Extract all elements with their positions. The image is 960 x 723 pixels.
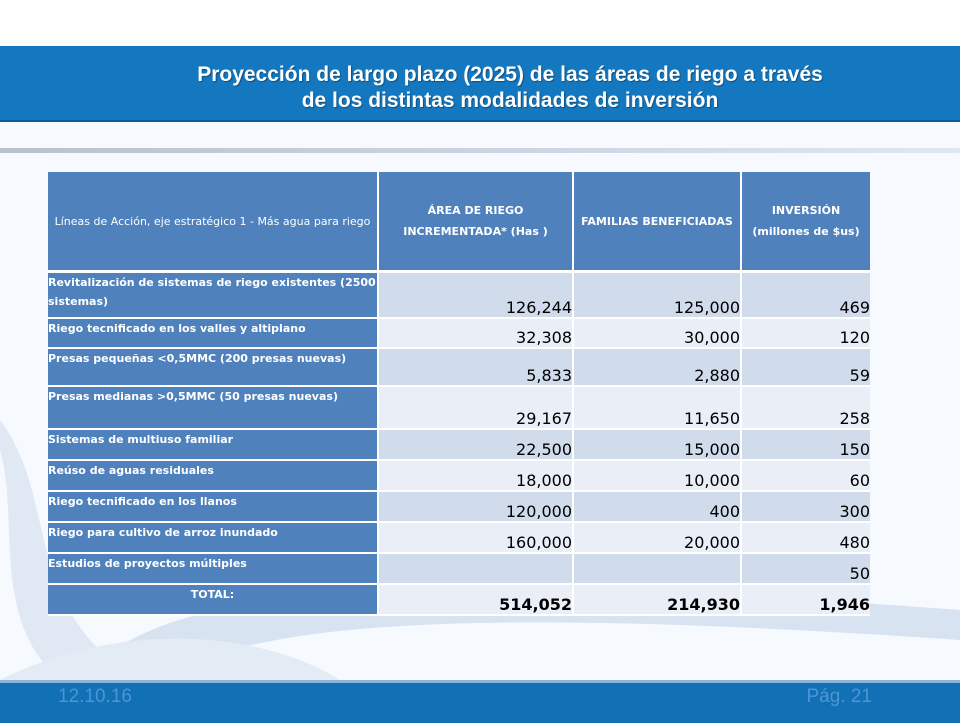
row-label: Sistemas de multiuso familiar <box>48 428 379 461</box>
table-total-row: TOTAL: 514,052 214,930 1,946 <box>48 583 870 616</box>
cell-familias: 400 <box>573 490 742 523</box>
cell-area: 32,308 <box>378 317 574 349</box>
row-label: Presas medianas >0,5MMC (50 presas nueva… <box>48 385 379 430</box>
cell-area: 5,833 <box>378 347 574 387</box>
cell-area: 126,244 <box>378 271 574 319</box>
cell-area: 160,000 <box>378 521 574 554</box>
row-label: Riego tecnificado en los valles y altipl… <box>48 317 379 349</box>
column-header-familias: FAMILIAS BENEFICIADAS <box>573 172 742 273</box>
column-header-inversion: INVERSIÓN (millones de $us) <box>741 172 870 273</box>
total-area: 514,052 <box>378 583 574 616</box>
row-label: Reúso de aguas residuales <box>48 459 379 492</box>
cell-inversion: 120 <box>741 317 870 349</box>
table-row: Reúso de aguas residuales 18,000 10,000 … <box>48 459 870 492</box>
row-label: Revitalización de sistemas de riego exis… <box>48 271 379 319</box>
cell-inversion: 480 <box>741 521 870 554</box>
column-header-area: ÁREA DE RIEGO INCREMENTADA* (Has ) <box>378 172 574 273</box>
column-header-lineas: Líneas de Acción, eje estratégico 1 - Má… <box>48 172 379 273</box>
cell-familias: 30,000 <box>573 317 742 349</box>
cell-inversion: 300 <box>741 490 870 523</box>
cell-familias <box>573 552 742 585</box>
cell-area: 18,000 <box>378 459 574 492</box>
slide-title-line-1: Proyección de largo plazo (2025) de las … <box>197 63 823 86</box>
cell-inversion: 59 <box>741 347 870 387</box>
cell-familias: 11,650 <box>573 385 742 430</box>
cell-inversion: 60 <box>741 459 870 492</box>
cell-familias: 15,000 <box>573 428 742 461</box>
table-row: Riego tecnificado en los valles y altipl… <box>48 317 870 349</box>
footer-page-number: Pág. 21 <box>806 686 873 707</box>
row-label: Riego para cultivo de arroz inundado <box>48 521 379 554</box>
cell-area: 120,000 <box>378 490 574 523</box>
cell-inversion: 150 <box>741 428 870 461</box>
cell-area: 22,500 <box>378 428 574 461</box>
footer-date: 12.10.16 <box>58 686 132 707</box>
table-row: Presas pequeñas <0,5MMC (200 presas nuev… <box>48 347 870 387</box>
cell-inversion: 469 <box>741 271 870 319</box>
table-row: Riego para cultivo de arroz inundado 160… <box>48 521 870 554</box>
cell-familias: 10,000 <box>573 459 742 492</box>
row-label: Riego tecnificado en los llanos <box>48 490 379 523</box>
cell-familias: 125,000 <box>573 271 742 319</box>
total-familias: 214,930 <box>573 583 742 616</box>
table-header-row: Líneas de Acción, eje estratégico 1 - Má… <box>48 172 870 273</box>
title-band <box>0 46 960 122</box>
table-row: Revitalización de sistemas de riego exis… <box>48 271 870 319</box>
cell-area <box>378 552 574 585</box>
row-label: Estudios de proyectos múltiples <box>48 552 379 585</box>
cell-area: 29,167 <box>378 385 574 430</box>
cell-inversion: 50 <box>741 552 870 585</box>
slide-title-line-2: de los distintas modalidades de inversió… <box>301 89 719 112</box>
cell-inversion: 258 <box>741 385 870 430</box>
title-divider <box>0 148 960 153</box>
table-row: Riego tecnificado en los llanos 120,000 … <box>48 490 870 523</box>
total-label: TOTAL: <box>48 583 379 616</box>
cell-familias: 20,000 <box>573 521 742 554</box>
table-row: Estudios de proyectos múltiples 50 <box>48 552 870 585</box>
slide-title: Proyección de largo plazo (2025) de las … <box>60 62 960 114</box>
total-inversion: 1,946 <box>741 583 870 616</box>
row-label: Presas pequeñas <0,5MMC (200 presas nuev… <box>48 347 379 387</box>
irrigation-investment-table: Líneas de Acción, eje estratégico 1 - Má… <box>48 172 870 616</box>
table-row: Sistemas de multiuso familiar 22,500 15,… <box>48 428 870 461</box>
cell-familias: 2,880 <box>573 347 742 387</box>
top-strip <box>0 0 960 47</box>
footer-band <box>0 680 960 723</box>
table-row: Presas medianas >0,5MMC (50 presas nueva… <box>48 385 870 430</box>
